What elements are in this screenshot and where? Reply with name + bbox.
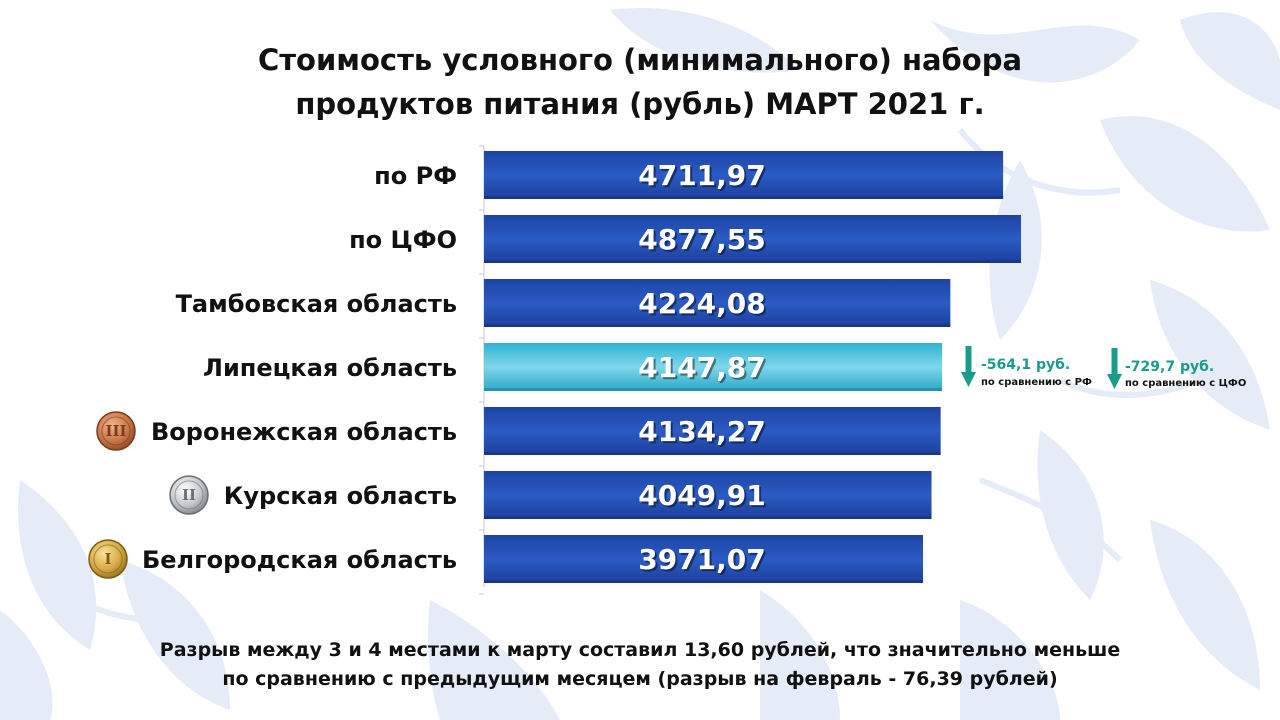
medal-rank-label: III [105,422,126,440]
data-label-shadow: 4049,91 [640,481,768,514]
data-label: 4134,27 [638,415,766,448]
bar-воронежская-область [484,407,941,455]
category-label: Курская область [224,482,457,510]
data-label: 4877,55 [638,223,766,256]
annotation-vs-rf: -564,1 руб. по сравнению с РФ [961,346,1092,388]
data-label: 3971,07 [638,543,766,576]
arrow-down-icon [961,346,976,387]
data-label-shadow: 3971,07 [640,545,768,578]
data-label-shadow: 4711,97 [640,161,768,194]
data-label: 4711,97 [638,159,766,192]
bar-shade [484,452,941,455]
gold-medal-icon: I [88,539,128,579]
footer-note: Разрыв между 3 и 4 местами к марту соста… [40,636,1240,694]
bar-shade [484,260,1021,263]
bar-курская-область [484,471,932,519]
arrow-down-icon [1107,348,1122,389]
bar-липецкая-область [484,343,943,391]
data-label-shadow: 4877,55 [640,225,768,258]
annotation-vs-cfo-text: по сравнению с ЦФО [1125,378,1246,389]
data-label: 4049,91 [638,479,766,512]
bar-shade [484,324,951,327]
data-label: 4147,87 [638,351,766,384]
annotation-vs-rf-text: по сравнению с РФ [981,377,1092,388]
data-label-shadow: 4147,87 [640,353,768,386]
category-label: Воронежская область [151,418,457,446]
category-label: Тамбовская область [176,290,457,318]
annotation-vs-cfo: -729,7 руб. по сравнению с ЦФО [1107,348,1246,389]
category-label: по ЦФО [349,226,457,254]
bar-тамбовская-область [484,279,951,327]
medal-rank-label: I [104,550,111,568]
data-label: 4224,08 [638,287,766,320]
data-label-shadow: 4134,27 [640,417,768,450]
bar-shade [484,580,923,583]
bar-по-рф [484,151,1004,199]
bar-shade [484,388,943,391]
chart-title-line2: продуктов питания (рубль) МАРТ 2021 г. [295,87,985,121]
chart-title-line1: Стоимость условного (минимального) набор… [257,43,1023,77]
bar-белгородская-область [484,535,923,583]
bar-shade [484,516,932,519]
bar-shade [484,196,1004,199]
bronze-medal-icon: III [96,411,136,451]
category-label: по РФ [374,162,457,190]
data-label-shadow: 4224,08 [640,289,768,322]
bar-по-цфо [484,215,1021,263]
annotation-vs-cfo-value: -729,7 руб. [1125,359,1214,375]
silver-medal-icon: II [169,475,209,515]
category-label: Белгородская область [142,546,457,574]
footer-line1: Разрыв между 3 и 4 местами к марту соста… [159,639,1121,661]
medal-rank-label: II [182,486,196,504]
chart-title: Стоимость условного (минимального) набор… [140,38,1140,126]
annotation-vs-rf-value: -564,1 руб. [981,357,1070,373]
footer-line2: по сравнению с предыдущим месяцем (разры… [222,668,1058,690]
category-label: Липецкая область [203,354,457,382]
